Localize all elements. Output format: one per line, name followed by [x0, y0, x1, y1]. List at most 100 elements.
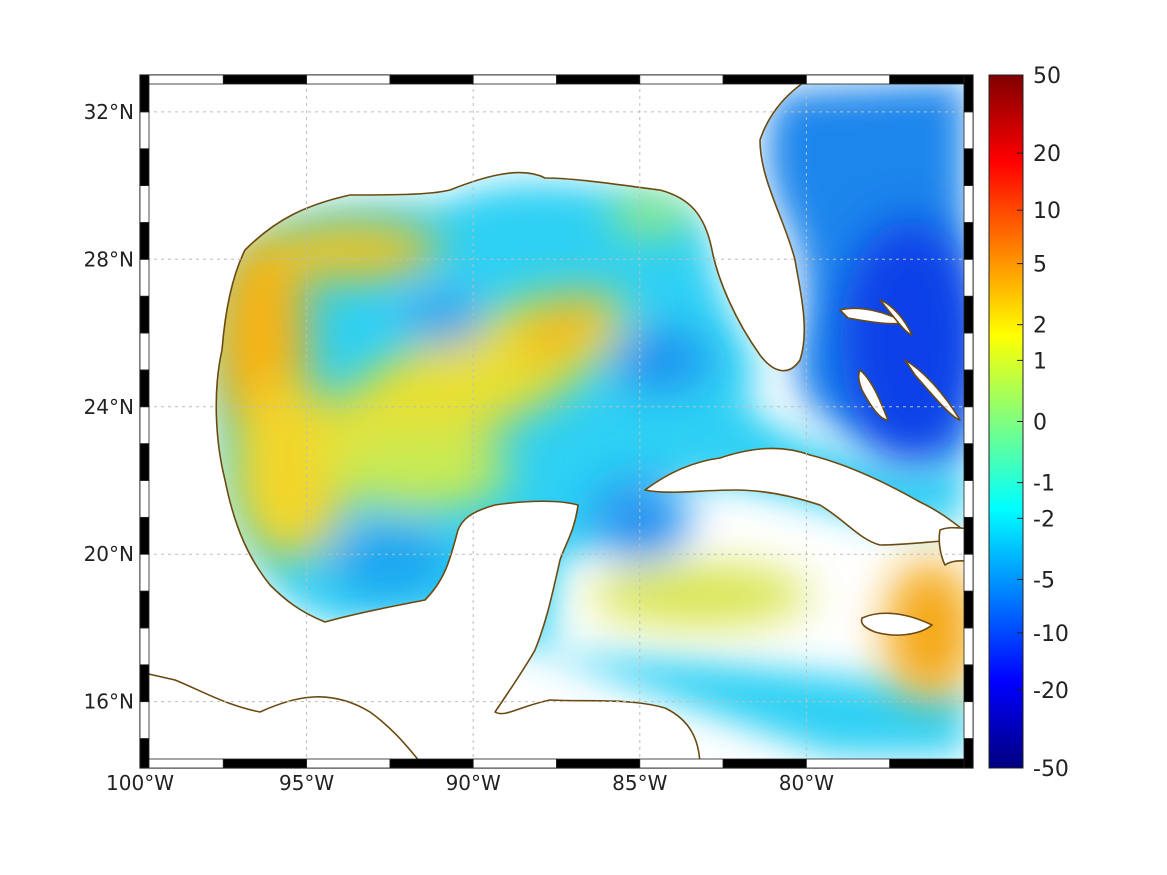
frame-segment	[139, 516, 150, 555]
frame-segment	[306, 758, 391, 769]
frame-segment	[389, 758, 474, 769]
frame-segment	[222, 74, 308, 85]
land-eleuthera	[904, 359, 961, 421]
frame-segment	[806, 758, 891, 769]
latitude-labels: 32°N 28°N 24°N 20°N 16°N	[84, 100, 134, 714]
frame-segment	[139, 148, 150, 186]
frame-segment	[139, 74, 224, 85]
longitude-tick-label: 95°W	[279, 771, 334, 795]
longitude-tick-label: 100°W	[106, 771, 174, 795]
frame-segment	[472, 74, 557, 85]
high-campeche	[330, 430, 510, 510]
graticule	[140, 75, 973, 768]
colorbar-tick-label: -50	[1033, 757, 1069, 782]
frame-segment	[639, 758, 724, 769]
frame-segment	[963, 738, 974, 769]
latitude-tick-label: 28°N	[84, 247, 134, 271]
frame-segment	[139, 701, 150, 739]
frame-segment	[139, 369, 150, 408]
frame-segment	[139, 111, 150, 150]
frame-segment	[222, 758, 308, 769]
frame-segment	[722, 758, 807, 769]
latitude-tick-label: 16°N	[84, 690, 134, 714]
frame-segment	[389, 74, 474, 85]
longitude-tick-label: 90°W	[446, 771, 501, 795]
land-abaco	[879, 299, 913, 336]
frame-segment	[139, 258, 150, 297]
frame-segment	[306, 74, 391, 85]
frame-segment	[139, 758, 224, 769]
frame-segment	[963, 701, 974, 739]
frame-segment	[139, 185, 150, 223]
high-texas-coast	[260, 220, 440, 280]
colorbar-tick-label: 1	[1033, 349, 1047, 374]
frame-segment	[139, 738, 150, 769]
frame-segment	[556, 758, 641, 769]
frame-segment	[963, 185, 974, 223]
frame-segment	[963, 627, 974, 666]
frame-segment	[139, 664, 150, 703]
colorbar-tick-label: -5	[1033, 568, 1055, 593]
longitude-tick-label: 85°W	[612, 771, 667, 795]
land-andros	[857, 369, 889, 421]
latitude-tick-label: 32°N	[84, 100, 134, 124]
frame-segment	[139, 627, 150, 666]
colorbar-tick-label: -1	[1033, 472, 1055, 497]
frame-segment	[963, 258, 974, 297]
colorbar-tick-label: -10	[1033, 622, 1069, 647]
colorbar-tick-label: 5	[1033, 253, 1047, 278]
frame-segment	[139, 222, 150, 260]
colorbar-tick-label: 50	[1033, 64, 1061, 89]
frame-segment	[139, 295, 150, 334]
frame-segment	[963, 111, 974, 150]
latitude-tick-label: 24°N	[84, 395, 134, 419]
frame-segment	[806, 74, 891, 85]
frame-segment	[722, 74, 807, 85]
land-jamaica	[860, 612, 933, 636]
frame-segment	[963, 590, 974, 629]
frame-segment	[963, 553, 974, 592]
colorbar-tick-label: 10	[1033, 199, 1061, 224]
frame-segment	[889, 74, 974, 85]
frame-segment	[963, 664, 974, 703]
frame-segment	[139, 590, 150, 629]
high-apalachee	[610, 195, 690, 235]
high-haiti-south	[885, 560, 973, 700]
frame-segment	[963, 295, 974, 334]
frame-segment	[963, 332, 974, 371]
longitude-tick-label: 80°W	[779, 771, 834, 795]
frame-segment	[889, 758, 974, 769]
low-yucatan-east	[590, 480, 690, 560]
frame-segment	[963, 74, 974, 113]
longitude-labels: 100°W 95°W 90°W 85°W 80°W	[106, 771, 834, 795]
frame-segment	[963, 480, 974, 518]
colorbar-tick-label: 20	[1033, 142, 1061, 167]
frame-segment	[963, 406, 974, 445]
frame-segment	[139, 332, 150, 371]
frame-segment	[963, 443, 974, 481]
colorbar-tick-label: -20	[1033, 679, 1069, 704]
colorbar-tick-label: 2	[1033, 314, 1047, 339]
frame-segment	[139, 74, 150, 113]
low-central-gulf	[405, 295, 485, 345]
colorbar-tick-label: -2	[1033, 507, 1055, 532]
frame-segment	[139, 406, 150, 445]
colorbar-tick-label: 0	[1033, 411, 1047, 436]
frame-segment	[472, 758, 557, 769]
low-campeche-bay	[330, 520, 450, 600]
latitude-tick-label: 20°N	[84, 542, 134, 566]
land	[140, 75, 973, 768]
land-yucatan	[140, 75, 816, 768]
low-bahamas	[840, 220, 973, 460]
frame-segment	[963, 222, 974, 260]
low-eastern-gulf	[610, 330, 710, 390]
frame-segment	[963, 369, 974, 408]
frame-segment	[139, 443, 150, 481]
high-caribbean-south	[590, 565, 810, 625]
frame-segment	[963, 516, 974, 555]
frame-segment	[556, 74, 641, 85]
frame-segment	[963, 148, 974, 186]
